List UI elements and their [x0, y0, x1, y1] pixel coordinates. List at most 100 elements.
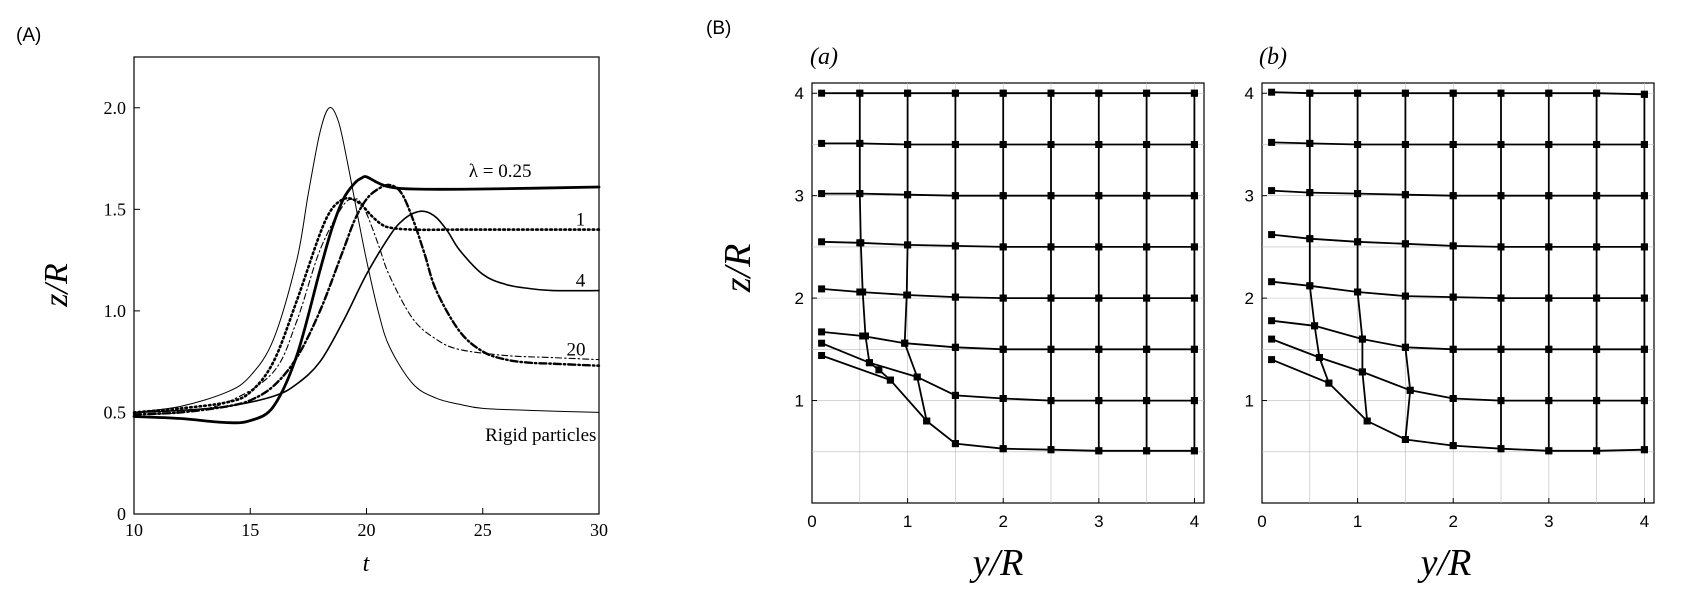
mesh-node [818, 139, 826, 147]
mesh-node [904, 89, 912, 97]
mesh-node [1268, 88, 1276, 96]
mesh-node [951, 141, 959, 148]
x-tick-label-a: 10 [125, 520, 143, 540]
mesh-node [856, 89, 864, 97]
curve-annotation: 20 [566, 340, 585, 361]
mesh-node [1449, 141, 1457, 148]
mesh-node [859, 288, 867, 296]
mesh-node [1095, 294, 1103, 302]
mesh-node [1401, 191, 1409, 199]
mesh-node [1640, 243, 1648, 251]
mesh-node [1449, 395, 1457, 402]
mesh-node [1047, 345, 1055, 353]
mesh-line [1271, 233, 1645, 248]
mesh-node [1545, 243, 1553, 251]
y-tick-label-a: 0.5 [104, 402, 127, 422]
subpanel-label-b: (b) [1259, 44, 1287, 70]
mesh-line [821, 331, 1195, 351]
mesh-line [903, 93, 928, 422]
series-line-dash-dot [132, 183, 601, 416]
mesh-node [1306, 189, 1314, 197]
mesh-node [1190, 397, 1198, 405]
y-tick-label-a: 2.0 [104, 98, 127, 118]
mesh-node [862, 332, 869, 340]
mesh-node [1545, 192, 1553, 200]
x-tick-label: 0 [807, 512, 816, 531]
mesh-node [999, 294, 1007, 302]
mesh-node [903, 291, 911, 299]
x-tick-label: 3 [1094, 512, 1103, 531]
mesh-node [1593, 243, 1601, 251]
x-tick-label: 1 [1353, 512, 1362, 531]
mesh-node [875, 366, 883, 374]
y-tick-label-a: 0 [117, 504, 126, 524]
x-axis-label-b-b: y/R [1417, 542, 1472, 584]
x-tick-label-a: 25 [474, 520, 492, 540]
mesh-line [821, 142, 1195, 146]
mesh-node [1306, 139, 1314, 147]
tick-group-a: 10 15 20 25 30 0 0.5 1.0 1.5 2.0 [104, 98, 609, 540]
mesh-group-b-b [1268, 88, 1648, 455]
mesh-node [1047, 141, 1055, 148]
mesh-node [1047, 89, 1055, 97]
series-line-solid-medium [133, 210, 600, 414]
series-line-thin-solid [133, 107, 600, 413]
x-tick-label: 1 [903, 512, 912, 531]
mesh-node [1449, 345, 1457, 353]
mesh-node [1545, 294, 1553, 302]
mesh-node [818, 190, 826, 198]
y-tick-label-a: 1.5 [104, 199, 127, 219]
y-tick-label: 1 [795, 392, 804, 411]
mesh-node [1354, 288, 1362, 296]
mesh-node [999, 243, 1007, 251]
figure-label-a: (A) [16, 25, 41, 46]
y-tick-label: 3 [1245, 187, 1254, 206]
x-tick-label: 2 [1448, 512, 1457, 531]
y-axis-label-b-a: z/R [717, 244, 759, 294]
curve-annotation: 4 [576, 271, 586, 292]
mesh-node [1401, 240, 1409, 248]
mesh-node [904, 141, 912, 148]
mesh-line [1271, 358, 1645, 452]
figure-label-b: (B) [706, 18, 731, 39]
mesh-node [1401, 343, 1409, 351]
mesh-node [1268, 278, 1276, 286]
mesh-node [1095, 243, 1103, 251]
mesh-node [1497, 397, 1505, 405]
mesh-node [951, 192, 959, 200]
mesh-node [1190, 243, 1198, 251]
mesh-node [1640, 294, 1648, 302]
mesh-line [821, 288, 1195, 300]
mesh-node [1640, 192, 1648, 200]
chart-panel-b-a: (a) 0 1 2 3 4 1 2 3 4 y/R z/R [717, 44, 1205, 584]
mesh-node [818, 352, 826, 359]
mesh-node [818, 238, 826, 246]
chart-panel-a: 10 15 20 25 30 0 0.5 1.0 1.5 2.0 λ = 0.25 1 4 20 Rigi… [38, 56, 609, 577]
mesh-node [1640, 90, 1648, 98]
x-tick-label: 0 [1257, 512, 1266, 531]
mesh-node [1095, 397, 1103, 405]
mesh-node [951, 242, 959, 250]
mesh-node [865, 359, 873, 367]
mesh-node [1497, 192, 1505, 200]
series-line-dash-dot-thin [133, 198, 600, 416]
y-tick-label: 2 [1245, 289, 1254, 308]
mesh-node [1143, 447, 1151, 455]
mesh-node [1190, 294, 1198, 302]
mesh-node [1143, 294, 1151, 302]
mesh-node [1095, 89, 1103, 97]
mesh-node [1325, 379, 1333, 387]
mesh-line [1271, 338, 1645, 402]
curve-annotation: Rigid particles [485, 425, 596, 446]
curve-annotation: λ = 0.25 [469, 161, 532, 182]
mesh-node [1449, 442, 1457, 450]
mesh-node [1143, 89, 1151, 97]
mesh-node [1593, 447, 1601, 455]
tick-group-b-b: 0 1 2 3 4 1 2 3 4 [1245, 84, 1650, 531]
mesh-node [1306, 282, 1314, 290]
mesh-line [1404, 93, 1412, 440]
mesh-node [1593, 397, 1601, 405]
mesh-line [821, 240, 1195, 248]
mesh-node [999, 445, 1007, 453]
